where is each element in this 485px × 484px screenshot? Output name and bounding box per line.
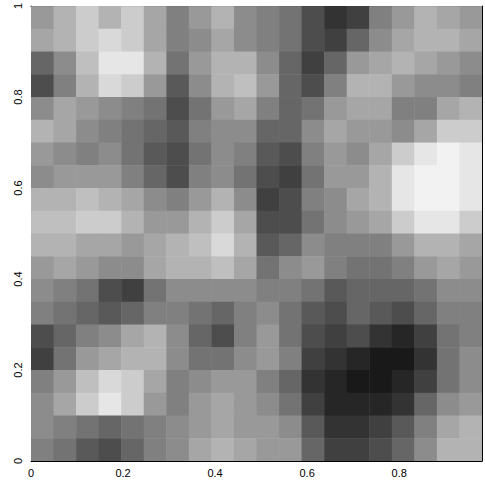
svg-text:0.8: 0.8 <box>392 467 407 479</box>
svg-text:0: 0 <box>28 467 34 479</box>
svg-text:0.6: 0.6 <box>12 180 24 195</box>
svg-text:0.8: 0.8 <box>12 89 24 104</box>
svg-text:0: 0 <box>12 458 24 464</box>
svg-text:1: 1 <box>12 3 24 9</box>
svg-text:0.2: 0.2 <box>115 467 130 479</box>
svg-text:0.6: 0.6 <box>299 467 314 479</box>
svg-text:0.4: 0.4 <box>207 467 222 479</box>
svg-text:0.4: 0.4 <box>12 271 24 286</box>
svg-text:0.2: 0.2 <box>12 362 24 377</box>
